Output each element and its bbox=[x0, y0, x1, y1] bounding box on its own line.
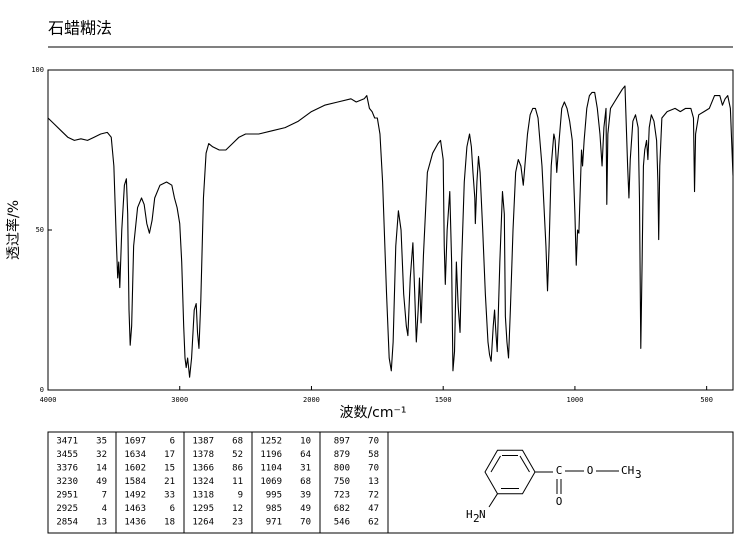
transmittance-cell: 12 bbox=[232, 504, 243, 514]
wavenumber-cell: 2925 bbox=[56, 504, 78, 514]
transmittance-cell: 13 bbox=[368, 477, 379, 487]
wavenumber-cell: 1584 bbox=[124, 477, 146, 487]
wavenumber-cell: 1366 bbox=[192, 464, 214, 474]
transmittance-cell: 47 bbox=[368, 504, 379, 514]
transmittance-cell: 14 bbox=[96, 464, 107, 474]
wavenumber-cell: 1634 bbox=[124, 450, 146, 460]
structure: C O CH 3 O H 2 N bbox=[466, 449, 642, 525]
wavenumber-cell: 1436 bbox=[124, 518, 146, 528]
atom-label: O bbox=[587, 464, 594, 477]
transmittance-cell: 49 bbox=[96, 477, 107, 487]
x-tick-label: 1500 bbox=[435, 396, 452, 404]
x-tick-label: 1000 bbox=[566, 396, 583, 404]
wavenumber-cell: 3455 bbox=[56, 450, 78, 460]
y-tick-label: 100 bbox=[31, 66, 44, 74]
plot-frame bbox=[47, 69, 734, 391]
transmittance-cell: 6 bbox=[170, 504, 175, 514]
wavenumber-cell: 2854 bbox=[56, 518, 78, 528]
wavenumber-cell: 1324 bbox=[192, 477, 214, 487]
transmittance-cell: 70 bbox=[368, 464, 379, 474]
transmittance-cell: 32 bbox=[96, 450, 107, 460]
transmittance-cell: 9 bbox=[238, 491, 243, 501]
wavenumber-cell: 879 bbox=[334, 450, 350, 460]
atom-label: O bbox=[556, 495, 563, 508]
spectrum-line bbox=[47, 85, 734, 378]
wavenumber-cell: 723 bbox=[334, 491, 350, 501]
transmittance-cell: 21 bbox=[164, 477, 175, 487]
transmittance-cell: 70 bbox=[300, 518, 311, 528]
transmittance-cell: 17 bbox=[164, 450, 175, 460]
wavenumber-cell: 1295 bbox=[192, 504, 214, 514]
wavenumber-cell: 1252 bbox=[260, 437, 282, 447]
transmittance-cell: 11 bbox=[232, 477, 243, 487]
transmittance-cell: 86 bbox=[232, 464, 243, 474]
y-axis-label: 透过率/% bbox=[5, 200, 22, 260]
table-frame bbox=[47, 431, 734, 534]
atom-label: H bbox=[466, 508, 473, 521]
wavenumber-cell: 971 bbox=[266, 518, 282, 528]
transmittance-cell: 10 bbox=[300, 437, 311, 447]
wavenumber-cell: 995 bbox=[266, 491, 282, 501]
y-tick-label: 50 bbox=[36, 226, 44, 234]
transmittance-cell: 35 bbox=[96, 437, 107, 447]
transmittance-cell: 6 bbox=[170, 437, 175, 447]
atom-label: N bbox=[479, 508, 486, 521]
wavenumber-cell: 3376 bbox=[56, 464, 78, 474]
transmittance-cell: 15 bbox=[164, 464, 175, 474]
wavenumber-cell: 1264 bbox=[192, 518, 214, 528]
wavenumber-cell: 1104 bbox=[260, 464, 282, 474]
transmittance-cell: 13 bbox=[96, 518, 107, 528]
transmittance-cell: 7 bbox=[102, 491, 107, 501]
transmittance-cell: 31 bbox=[300, 464, 311, 474]
x-tick-label: 4000 bbox=[40, 396, 57, 404]
transmittance-cell: 4 bbox=[102, 504, 107, 514]
x-tick-label: 500 bbox=[700, 396, 713, 404]
chart-title: 石蜡糊法 bbox=[48, 19, 112, 38]
atom-subscript: 2 bbox=[473, 512, 480, 525]
transmittance-cell: 70 bbox=[368, 437, 379, 447]
wavenumber-cell: 1697 bbox=[124, 437, 146, 447]
transmittance-cell: 23 bbox=[232, 518, 243, 528]
transmittance-cell: 33 bbox=[164, 491, 175, 501]
atom-label: CH bbox=[621, 464, 634, 477]
transmittance-cell: 68 bbox=[300, 477, 311, 487]
transmittance-cell: 62 bbox=[368, 518, 379, 528]
x-axis-label: 波数/cm⁻¹ bbox=[339, 405, 406, 421]
x-tick-label: 3000 bbox=[171, 396, 188, 404]
transmittance-cell: 72 bbox=[368, 491, 379, 501]
wavenumber-cell: 1196 bbox=[260, 450, 282, 460]
wavenumber-cell: 2951 bbox=[56, 491, 78, 501]
bonds bbox=[488, 470, 619, 508]
wavenumber-cell: 1378 bbox=[192, 450, 214, 460]
transmittance-cell: 39 bbox=[300, 491, 311, 501]
atom-subscript: 3 bbox=[635, 468, 642, 481]
wavenumber-cell: 3230 bbox=[56, 477, 78, 487]
transmittance-cell: 49 bbox=[300, 504, 311, 514]
transmittance-cell: 52 bbox=[232, 450, 243, 460]
wavenumber-cell: 1318 bbox=[192, 491, 214, 501]
wavenumber-cell: 1492 bbox=[124, 491, 146, 501]
wavenumber-cell: 1069 bbox=[260, 477, 282, 487]
transmittance-cell: 68 bbox=[232, 437, 243, 447]
wavenumber-cell: 985 bbox=[266, 504, 282, 514]
transmittance-cell: 58 bbox=[368, 450, 379, 460]
wavenumber-cell: 1602 bbox=[124, 464, 146, 474]
wavenumber-cell: 1387 bbox=[192, 437, 214, 447]
wavenumber-cell: 682 bbox=[334, 504, 350, 514]
transmittance-cell: 18 bbox=[164, 518, 175, 528]
wavenumber-cell: 1463 bbox=[124, 504, 146, 514]
wavenumber-cell: 800 bbox=[334, 464, 350, 474]
wavenumber-cell: 3471 bbox=[56, 437, 78, 447]
x-tick-label: 2000 bbox=[303, 396, 320, 404]
wavenumber-cell: 897 bbox=[334, 437, 350, 447]
benzene-ring bbox=[484, 449, 536, 495]
transmittance-cell: 64 bbox=[300, 450, 311, 460]
wavenumber-cell: 546 bbox=[334, 518, 350, 528]
wavenumber-cell: 750 bbox=[334, 477, 350, 487]
y-tick-label: 0 bbox=[40, 386, 44, 394]
atom-label: C bbox=[556, 464, 563, 477]
ring-double-bonds bbox=[490, 455, 530, 489]
